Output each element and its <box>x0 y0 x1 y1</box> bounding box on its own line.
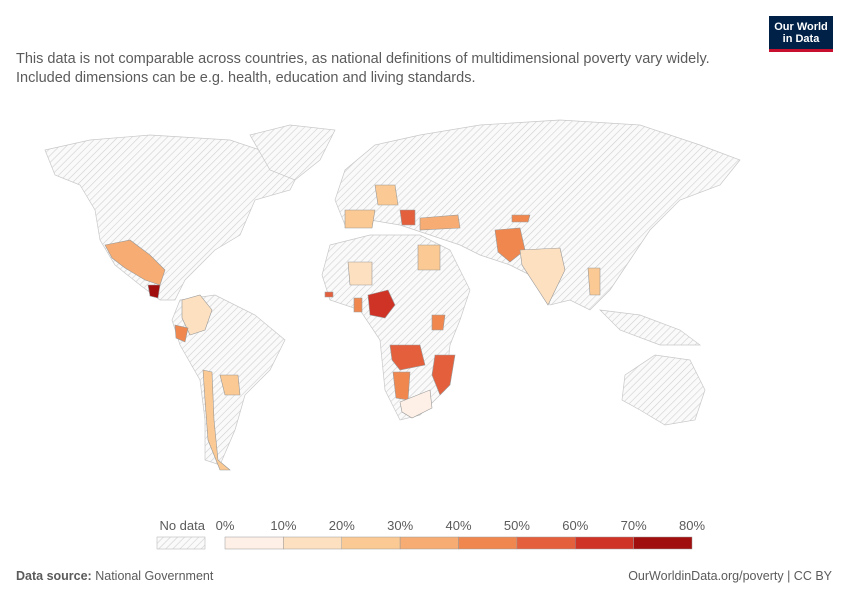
country <box>347 261 373 286</box>
legend-tick-label: 40% <box>445 518 471 533</box>
land <box>44 119 741 466</box>
country <box>494 227 526 263</box>
eurasia <box>334 119 741 311</box>
country <box>147 284 161 299</box>
legend-tick-label: 30% <box>387 518 413 533</box>
legend-tick-label: 20% <box>329 518 355 533</box>
source-label: Data source: <box>16 569 92 583</box>
country <box>174 324 189 343</box>
legend-swatch <box>633 536 693 550</box>
legend-swatch <box>399 536 459 550</box>
source: National Government <box>95 569 214 583</box>
country <box>367 289 396 319</box>
country <box>587 267 601 296</box>
country <box>181 294 213 336</box>
country <box>431 354 456 396</box>
country <box>519 247 566 306</box>
southeast-asia <box>599 309 702 346</box>
country <box>419 214 461 231</box>
legend-tick-label: 50% <box>504 518 530 533</box>
logo-line: in Data <box>782 33 820 45</box>
legend-swatch <box>458 536 518 550</box>
country <box>374 184 399 206</box>
country <box>389 344 426 371</box>
legend-no-data-swatch <box>156 536 206 550</box>
footer-source: Data source: National Government <box>16 569 213 583</box>
greenland <box>249 124 336 181</box>
legend-swatch <box>341 536 401 550</box>
legend-tick-label: 10% <box>270 518 296 533</box>
country <box>399 209 416 226</box>
country <box>392 371 411 401</box>
australia <box>621 354 706 426</box>
legend-no-data-label: No data <box>159 518 205 533</box>
country <box>511 214 531 223</box>
country <box>353 297 363 313</box>
legend-swatch <box>283 536 342 550</box>
country <box>431 314 446 331</box>
legend-tick-label: 70% <box>621 518 647 533</box>
country <box>399 389 433 419</box>
country <box>344 209 376 229</box>
legend-tick-label: 0% <box>216 518 235 533</box>
map: No data 0% 10% 20% 30% 40% 50% 60% 70% 80% <box>44 119 741 550</box>
north-america <box>44 134 301 301</box>
logo-line: Our World <box>774 21 828 33</box>
country <box>417 244 441 271</box>
logo[interactable]: Our World in Data <box>769 16 833 52</box>
legend-swatch <box>516 536 576 550</box>
footer-credit[interactable]: OurWorldinData.org/poverty | CC BY <box>628 569 832 583</box>
legend-swatch <box>224 536 284 550</box>
legend-tick-label: 60% <box>562 518 588 533</box>
legend-swatch <box>575 536 634 550</box>
legend-tick-label: 80% <box>679 518 705 533</box>
country <box>324 291 334 298</box>
country <box>202 369 231 471</box>
country <box>219 374 241 396</box>
subtitle: This data is not comparable across count… <box>16 51 710 86</box>
countries <box>104 184 601 471</box>
